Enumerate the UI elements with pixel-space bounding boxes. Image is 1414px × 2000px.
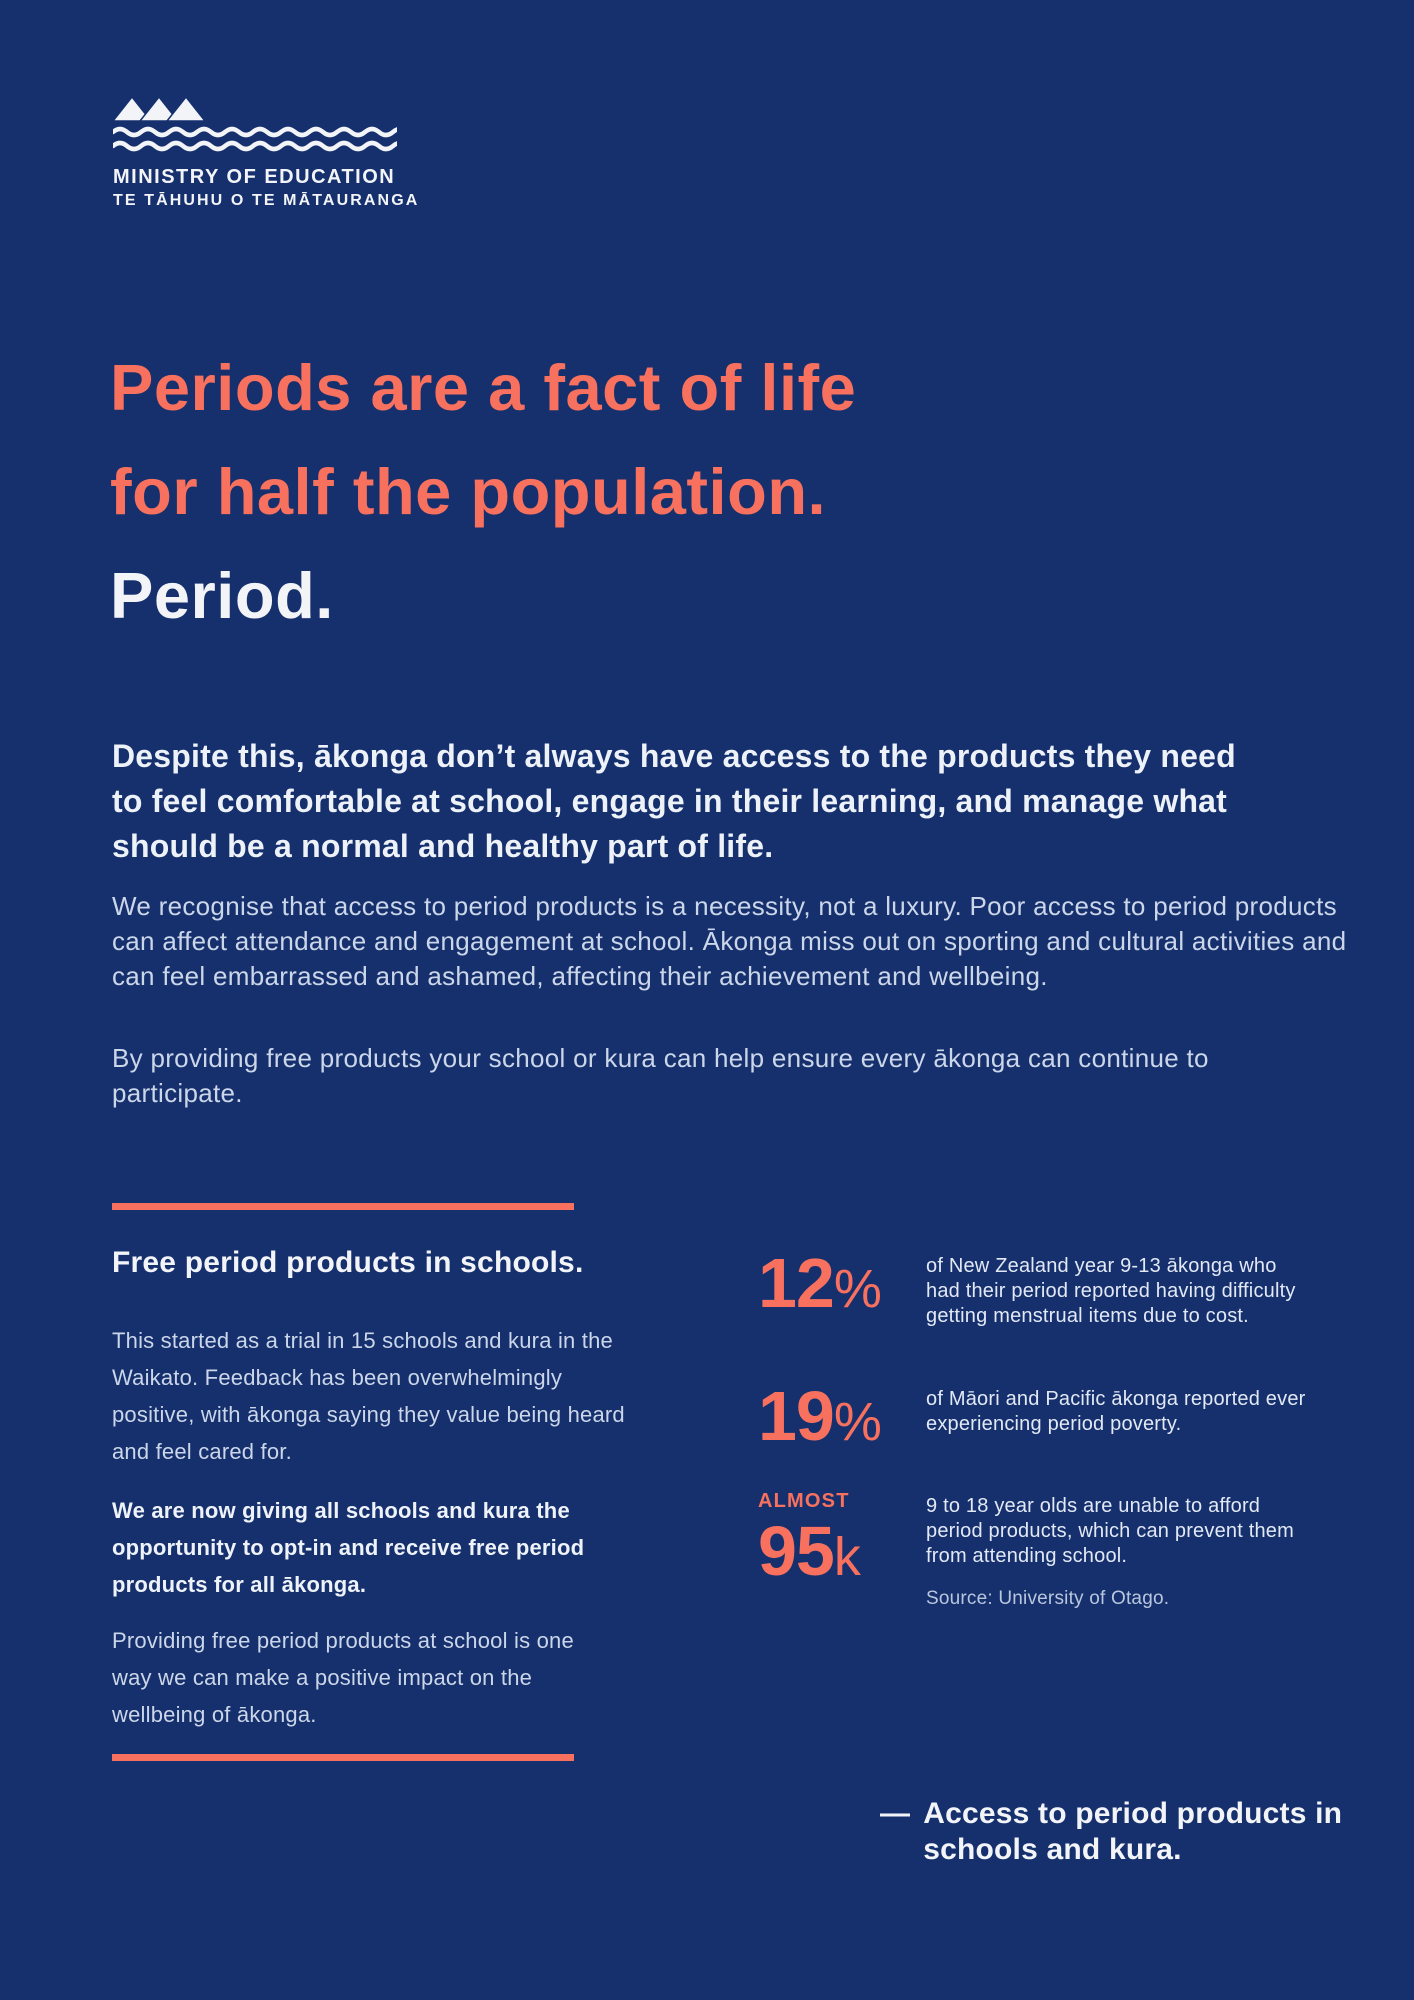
stat-number: 12 xyxy=(758,1244,835,1322)
divider-accent-bottom xyxy=(112,1754,574,1761)
mountains-and-waves-icon xyxy=(110,95,410,152)
stat-figure: ALMOST 95k xyxy=(758,1490,926,1587)
stat-figure: 12% xyxy=(758,1248,926,1319)
stat-description: of New Zealand year 9-13 ākonga who had … xyxy=(926,1255,1296,1327)
section-paragraph-2-bold: We are now giving all schools and kura t… xyxy=(112,1498,585,1597)
stat-value: 12% xyxy=(758,1248,926,1319)
logo-subtitle: TE TĀHUHU O TE MĀTAURANGA xyxy=(113,192,420,209)
section-paragraph-3: Providing free period products at school… xyxy=(112,1628,574,1727)
stat-number: 95 xyxy=(758,1512,835,1590)
hero-headline: Periods are a fact of life for half the … xyxy=(110,336,1310,648)
stat-prefix: ALMOST xyxy=(758,1490,850,1512)
logo-title: MINISTRY OF EDUCATION xyxy=(113,166,396,188)
divider-accent-top xyxy=(112,1203,574,1210)
stat-unit: % xyxy=(833,1259,882,1319)
stat-source: Source: University of Otago. xyxy=(926,1588,1170,1609)
tagline-text: Access to period products in schools and… xyxy=(923,1797,1343,1866)
intro-paragraph: Despite this, ākonga don’t always have a… xyxy=(112,738,1236,864)
section-heading: Free period products in schools. xyxy=(112,1246,584,1279)
ministry-of-education-logo: MINISTRY OF EDUCATION TE TĀHUHU O TE MĀT… xyxy=(110,95,420,210)
stat-unit: % xyxy=(833,1392,882,1452)
body-paragraph-1: We recognise that access to period produ… xyxy=(112,891,1347,991)
stat-description: of Māori and Pacific ākonga reported eve… xyxy=(926,1388,1306,1435)
stat-figure: 19% xyxy=(758,1381,926,1452)
stat-number: 19 xyxy=(758,1377,835,1455)
stat-value: 95k xyxy=(758,1516,926,1587)
stat-row-19-percent: 19% of Māori and Pacific ākonga reported… xyxy=(758,1381,1311,1452)
tagline: — Access to period products in schools a… xyxy=(880,1796,1353,1868)
body-paragraph-2: By providing free products your school o… xyxy=(112,1043,1209,1108)
headline-line-1: Periods are a fact of life xyxy=(110,351,857,424)
stat-description-text: 9 to 18 year olds are unable to afford p… xyxy=(926,1495,1294,1567)
section-paragraph-1: This started as a trial in 15 schools an… xyxy=(112,1328,625,1464)
tagline-dash: — xyxy=(880,1797,911,1830)
stat-unit: k xyxy=(833,1527,861,1587)
stat-value: 19% xyxy=(758,1381,926,1452)
stat-row-12-percent: 12% of New Zealand year 9-13 ākonga who … xyxy=(758,1248,1311,1329)
stat-description: 9 to 18 year olds are unable to afford p… xyxy=(926,1490,1311,1611)
stat-row-almost-95k: ALMOST 95k 9 to 18 year olds are unable … xyxy=(758,1490,1311,1611)
headline-line-3: Period. xyxy=(110,559,334,632)
headline-line-2: for half the population. xyxy=(110,455,827,528)
